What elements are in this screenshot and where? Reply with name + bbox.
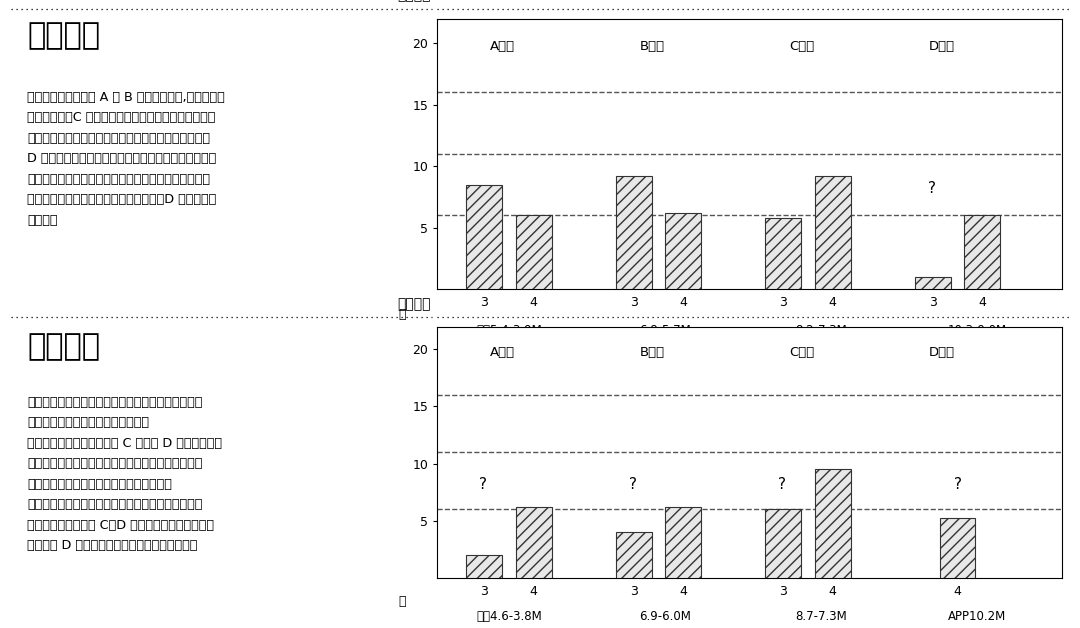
Text: B产品: B产品: [639, 346, 664, 359]
Bar: [467, 555, 502, 578]
Text: 3: 3: [630, 585, 637, 598]
Text: 3: 3: [481, 585, 488, 598]
Text: 4: 4: [529, 585, 538, 598]
Text: 3: 3: [780, 296, 787, 309]
Text: 价格5.4-3.9M: 价格5.4-3.9M: [476, 324, 542, 337]
Bar: [940, 518, 975, 578]
Bar: [815, 469, 851, 578]
Text: 产品个数: 产品个数: [396, 0, 430, 3]
Bar: [616, 176, 651, 289]
Text: ?: ?: [478, 477, 487, 492]
Text: 该市场竞争非常激烈，对于低技术产品的市场让人失
望，主要价格太低，并且需求很小。
随着市场推广，高技术产品 C 产品和 D 产品需求将看
好，并且价格令人满意，: 该市场竞争非常激烈，对于低技术产品的市场让人失 望，主要价格太低，并且需求很小。…: [27, 396, 222, 553]
Text: 4: 4: [978, 296, 986, 309]
Text: 年: 年: [399, 595, 406, 609]
Text: 4: 4: [679, 585, 687, 598]
Text: 4: 4: [828, 585, 837, 598]
Text: 10.3-9.0M: 10.3-9.0M: [948, 324, 1007, 337]
Text: 年: 年: [399, 308, 406, 321]
Text: ?: ?: [928, 181, 935, 196]
Text: C产品: C产品: [788, 346, 814, 359]
Text: 国内市场对低技术的 A 和 B 产品逐年下降,未来有出现
滞销的可能。C 产品市场则具有较大成长性，但是该市
场竞争会非常激烈，不过又有谁肯放弃这样的市场呢。
: 国内市场对低技术的 A 和 B 产品逐年下降,未来有出现 滞销的可能。C 产品市…: [27, 91, 226, 227]
Bar: [467, 185, 502, 289]
Text: A产品: A产品: [490, 346, 515, 359]
Text: 价格4.6-3.8M: 价格4.6-3.8M: [476, 610, 542, 624]
Bar: [964, 215, 1000, 289]
Text: ?: ?: [954, 477, 961, 492]
Bar: [616, 532, 651, 578]
Text: 6.8-5.7M: 6.8-5.7M: [639, 324, 691, 337]
Text: APP10.2M: APP10.2M: [948, 610, 1007, 624]
Text: 6.9-6.0M: 6.9-6.0M: [639, 610, 691, 624]
Bar: [516, 215, 552, 289]
Text: 国际市场: 国际市场: [27, 332, 100, 361]
Text: D产品: D产品: [929, 346, 955, 359]
Text: 全国市场: 全国市场: [27, 21, 100, 51]
Text: 8.2-7.3M: 8.2-7.3M: [796, 324, 847, 337]
Text: A产品: A产品: [490, 40, 515, 53]
Text: C产品: C产品: [788, 40, 814, 53]
Bar: [915, 276, 950, 289]
Text: 4: 4: [828, 296, 837, 309]
Text: 4: 4: [529, 296, 538, 309]
Bar: [815, 176, 851, 289]
Text: ?: ?: [778, 477, 786, 492]
Bar: [516, 507, 552, 578]
Text: D产品: D产品: [929, 40, 955, 53]
Text: 3: 3: [630, 296, 637, 309]
Text: 4: 4: [679, 296, 687, 309]
Text: ?: ?: [629, 477, 636, 492]
Bar: [665, 507, 701, 578]
Bar: [766, 509, 801, 578]
Text: 产品个数: 产品个数: [396, 298, 430, 311]
Text: 8.7-7.3M: 8.7-7.3M: [796, 610, 847, 624]
Text: 4: 4: [954, 585, 961, 598]
Text: 3: 3: [481, 296, 488, 309]
Text: 3: 3: [929, 296, 936, 309]
Bar: [665, 213, 701, 289]
Bar: [766, 218, 801, 289]
Text: 3: 3: [780, 585, 787, 598]
Text: B产品: B产品: [639, 40, 664, 53]
